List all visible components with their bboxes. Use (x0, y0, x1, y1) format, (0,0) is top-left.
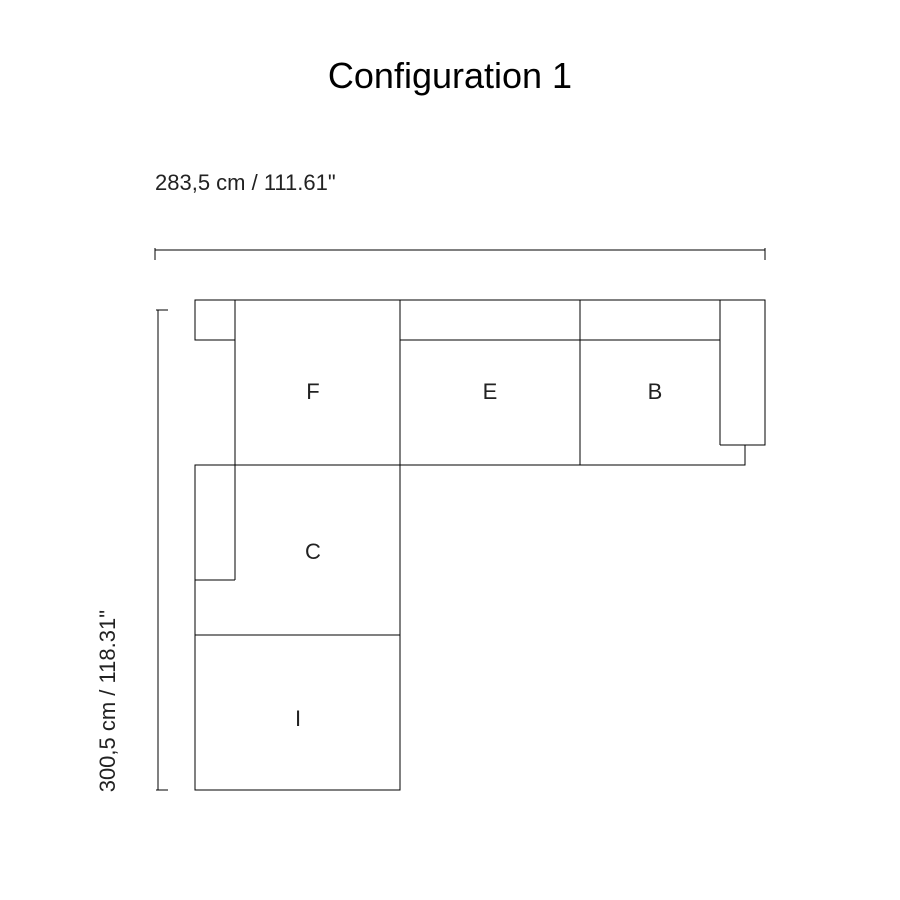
configuration-diagram: F E B C I (150, 245, 820, 805)
svg-text:E: E (483, 379, 498, 404)
height-dimension-label: 300,5 cm / 118.31" (95, 610, 121, 792)
svg-text:B: B (648, 379, 663, 404)
page-title: Configuration 1 (0, 55, 900, 97)
svg-text:I: I (295, 706, 301, 731)
svg-text:F: F (306, 379, 319, 404)
svg-text:C: C (305, 539, 321, 564)
width-dimension-label: 283,5 cm / 111.61" (155, 170, 336, 196)
